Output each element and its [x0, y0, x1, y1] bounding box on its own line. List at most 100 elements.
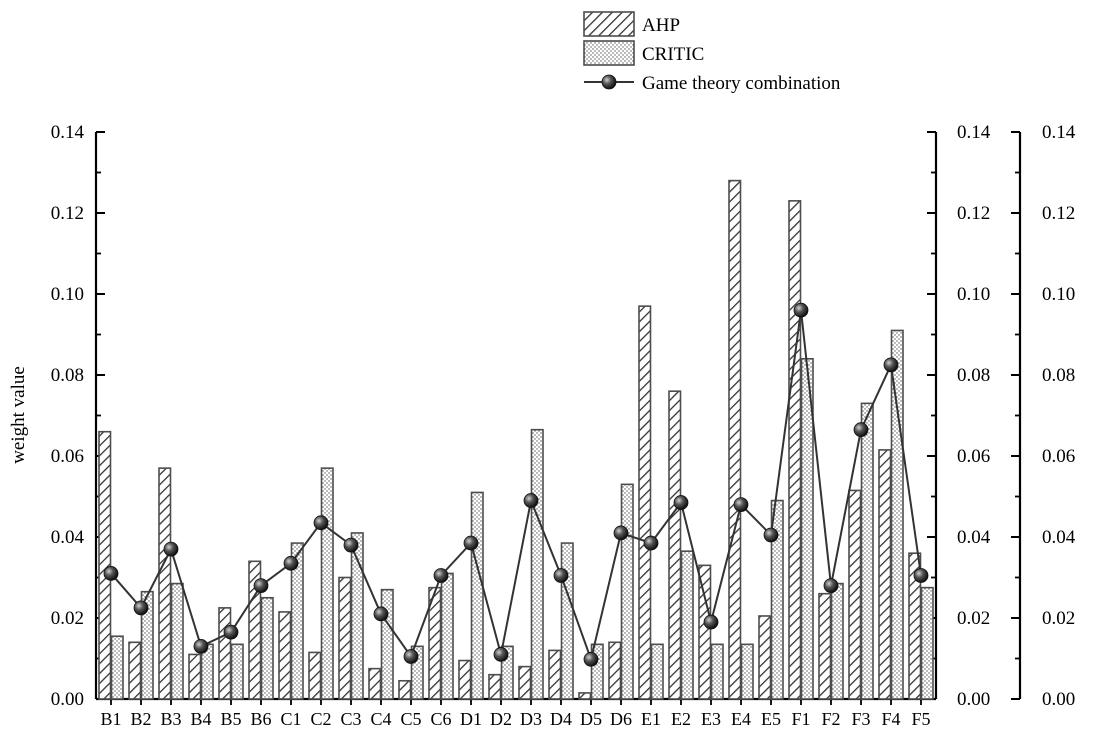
bar-ahp-C5 — [398, 679, 412, 700]
x-tick-labels: B1 B2 B3 B4 B5 B6 C1 C2 C3 C4 C5 C6 D1 D2 D3 D4 D5 D6 E1 E2… — [100, 709, 930, 729]
point-game-C1 — [283, 555, 299, 571]
legend-swatch-critic — [583, 40, 635, 66]
legend-label-game: Game theory combination — [642, 73, 841, 94]
bar-ahp-C3 — [338, 576, 352, 700]
y-tick-label-left: 0.08 — [51, 365, 84, 386]
bar-critic-C2 — [320, 467, 334, 700]
legend-label-ahp: AHP — [642, 15, 680, 36]
x-tick-label-D6: D6 — [610, 709, 632, 729]
bar-critic-D3 — [530, 428, 544, 700]
x-tick-label-D4: D4 — [550, 709, 572, 729]
legend: AHP CRITIC Game theory combination — [583, 11, 841, 94]
game-theory-polyline — [110, 310, 922, 663]
x-tick-label-F1: F1 — [791, 709, 810, 729]
point-game-D4 — [553, 568, 569, 583]
bar-ahp-E2 — [668, 390, 682, 700]
point-game-D2 — [493, 647, 509, 662]
bar-ahp-D1 — [458, 659, 472, 700]
legend-label-critic: CRITIC — [642, 44, 704, 65]
point-game-C6 — [433, 568, 449, 583]
bar-ahp-B4 — [188, 653, 202, 700]
y-tick-label-far-right: 0.06 — [1042, 446, 1075, 467]
point-game-E2 — [673, 495, 689, 510]
point-game-C2 — [313, 515, 329, 531]
y-tick-label-right: 0.02 — [957, 608, 990, 629]
bar-ahp-B3 — [158, 467, 172, 700]
x-tick-label-E4: E4 — [731, 709, 751, 729]
x-tick-label-B4: B4 — [190, 709, 211, 729]
y-axis-label: weight value — [8, 366, 29, 464]
x-tick-label-E2: E2 — [671, 709, 691, 729]
y-tick-label-left: 0.12 — [51, 203, 84, 224]
y-tick-label-far-right: 0.04 — [1042, 527, 1076, 548]
y-tick-label-left: 0.06 — [51, 446, 84, 467]
bar-ahp-E1 — [638, 305, 652, 700]
y-tick-label-left: 0.04 — [51, 527, 85, 548]
point-game-B3 — [163, 541, 179, 557]
x-tick-label-B1: B1 — [100, 709, 121, 729]
point-game-F2 — [823, 578, 839, 593]
x-tick-label-E3: E3 — [701, 709, 721, 729]
point-game-D5 — [583, 651, 599, 667]
y-tick-label-right: 0.14 — [957, 122, 991, 143]
bar-critic-D5 — [590, 643, 604, 700]
bar-ahp-E4 — [728, 179, 742, 700]
bar-ahp-B5 — [218, 607, 232, 700]
point-game-C3 — [343, 537, 359, 553]
legend-swatch-ahp — [583, 11, 635, 37]
bar-critic-E1 — [650, 643, 664, 700]
bar-critic-D4 — [560, 542, 574, 700]
x-tick-label-F4: F4 — [881, 709, 900, 729]
point-game-D6 — [613, 525, 629, 541]
point-game-E3 — [703, 614, 719, 630]
point-game-E5 — [763, 527, 779, 543]
point-game-F4 — [883, 357, 899, 373]
bar-critic-E5 — [770, 499, 784, 700]
point-game-C5 — [403, 649, 419, 664]
point-game-D3 — [523, 493, 539, 508]
x-tick-label-B2: B2 — [130, 709, 151, 729]
x-tick-label-B5: B5 — [220, 709, 241, 729]
x-tick-label-D2: D2 — [490, 709, 512, 729]
bar-ahp-E5 — [758, 615, 772, 700]
bar-ahp-F3 — [848, 489, 862, 700]
x-tick-label-C3: C3 — [340, 709, 361, 729]
point-game-B4 — [193, 638, 209, 654]
point-game-F5 — [913, 568, 929, 583]
y-tick-label-left: 0.14 — [51, 122, 85, 143]
y-tick-label-left: 0.10 — [51, 284, 84, 305]
y-tick-label-far-right: 0.10 — [1042, 284, 1075, 305]
y-tick-label-right: 0.06 — [957, 446, 990, 467]
point-game-D1 — [463, 535, 479, 551]
bar-ahp-B6 — [248, 560, 262, 700]
legend-swatch-marker — [601, 74, 617, 90]
bar-ahp-F5 — [908, 552, 922, 700]
axes: 0.00 0.00 0.00 0.02 0.02 0.02 0.04 0.04 0.04 0.06… — [51, 122, 1076, 710]
point-game-E4 — [733, 497, 749, 513]
bar-ahp-C4 — [368, 667, 382, 700]
bar-critic-C1 — [290, 542, 304, 700]
x-tick-label-C5: C5 — [400, 709, 421, 729]
x-tick-label-C1: C1 — [280, 709, 301, 729]
bar-critic-D2 — [500, 645, 514, 700]
x-tick-label-F2: F2 — [821, 709, 840, 729]
bar-critic-B3 — [170, 582, 184, 700]
bar-ahp-B2 — [128, 641, 142, 700]
x-tick-label-F5: F5 — [911, 709, 930, 729]
y-tick-label-right: 0.08 — [957, 365, 990, 386]
bar-ahp-D3 — [518, 665, 532, 700]
x-tick-label-C4: C4 — [370, 709, 391, 729]
bar-critic-E2 — [680, 550, 694, 700]
x-tick-label-B6: B6 — [250, 709, 271, 729]
x-tick-label-E5: E5 — [761, 709, 781, 729]
y-tick-label-right: 0.12 — [957, 203, 990, 224]
bar-critic-B2 — [140, 590, 154, 700]
bar-critic-E3 — [710, 643, 724, 700]
bar-critic-C5 — [410, 645, 424, 700]
bar-critic-F5 — [920, 586, 934, 700]
bar-ahp-D5 — [578, 692, 592, 700]
point-game-B1 — [103, 566, 119, 581]
y-tick-label-left: 0.00 — [51, 689, 84, 710]
point-game-B2 — [133, 600, 149, 616]
